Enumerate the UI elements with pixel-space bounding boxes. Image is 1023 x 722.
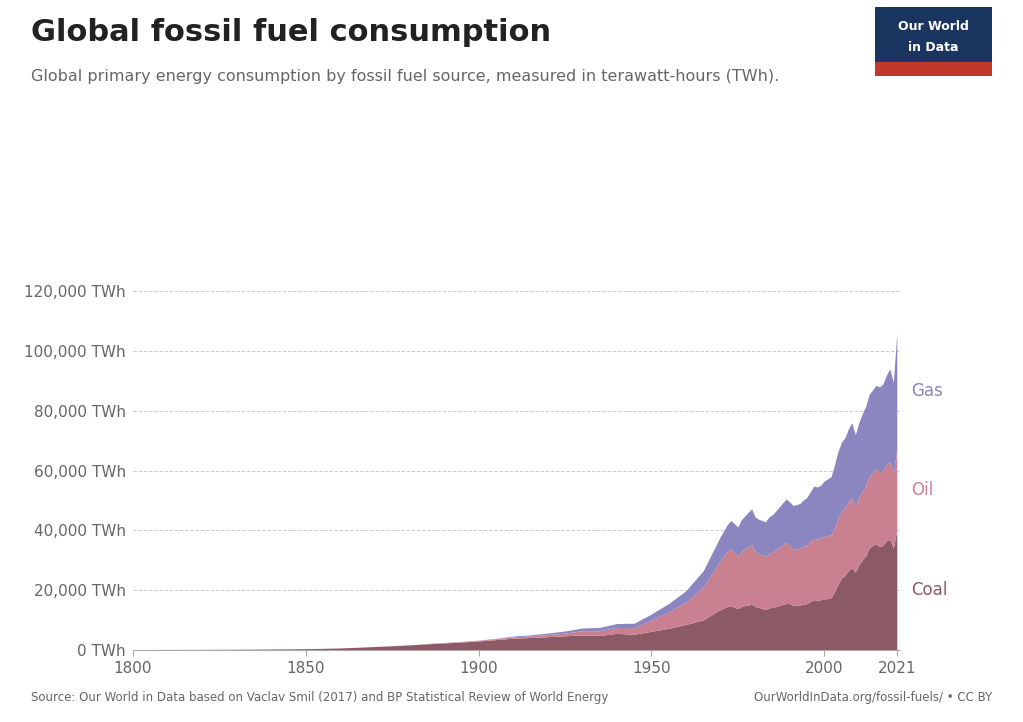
- Text: Gas: Gas: [911, 383, 943, 401]
- Text: Source: Our World in Data based on Vaclav Smil (2017) and BP Statistical Review : Source: Our World in Data based on Vacla…: [31, 691, 608, 704]
- Text: in Data: in Data: [908, 40, 959, 53]
- Text: Coal: Coal: [911, 581, 947, 599]
- Bar: [875, 62, 992, 76]
- Text: OurWorldInData.org/fossil-fuels/ • CC BY: OurWorldInData.org/fossil-fuels/ • CC BY: [754, 691, 992, 704]
- Text: Our World: Our World: [898, 20, 969, 33]
- Text: Global primary energy consumption by fossil fuel source, measured in terawatt-ho: Global primary energy consumption by fos…: [31, 69, 779, 84]
- Text: Oil: Oil: [911, 481, 934, 499]
- Text: Global fossil fuel consumption: Global fossil fuel consumption: [31, 18, 550, 47]
